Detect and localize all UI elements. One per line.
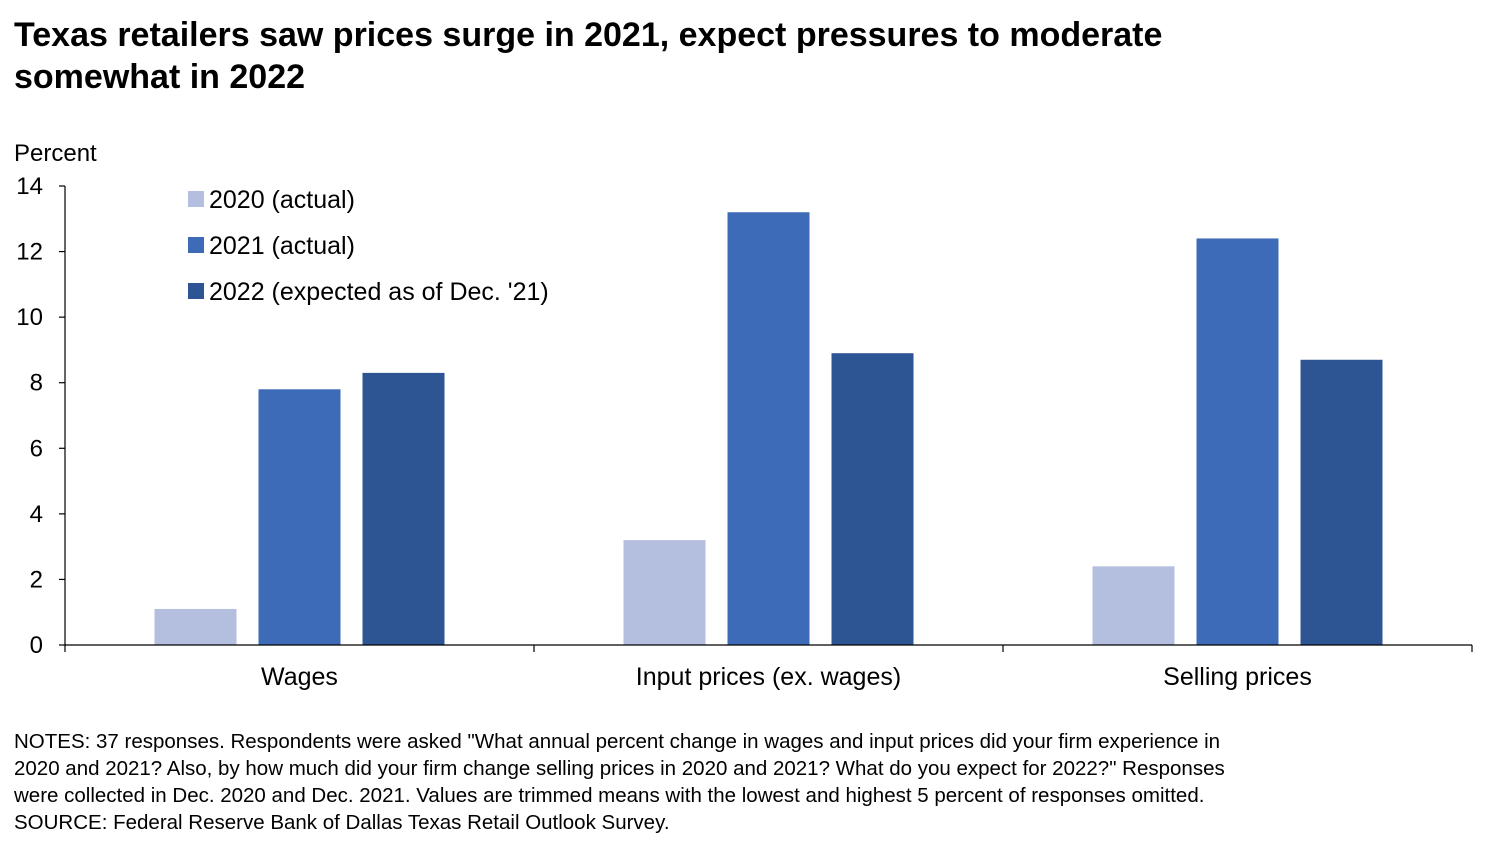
bar [727,212,810,645]
chart-title-line-1: Texas retailers saw prices surge in 2021… [14,16,1163,54]
bar [1300,359,1383,645]
legend-swatch [188,237,204,253]
x-category-label: Input prices (ex. wages) [636,663,901,691]
y-axis-label: Percent [14,140,97,167]
chart-title-line-2: somewhat in 2022 [14,58,306,96]
x-category-label: Selling prices [1163,663,1312,691]
notes-line-1: NOTES: 37 responses. Respondents were as… [14,730,1221,753]
notes-line-4: SOURCE: Federal Reserve Bank of Dallas T… [14,811,670,834]
x-axis: Wages Input prices (ex. wages) Selling pri… [64,644,1473,691]
bars [154,212,1383,645]
legend-label: 2020 (actual) [209,186,355,214]
bar [1092,566,1175,645]
y-tick-label: 6 [30,435,43,462]
y-tick-label: 14 [16,173,43,200]
notes-line-3: were collected in Dec. 2020 and Dec. 202… [14,784,1205,807]
legend-label: 2021 (actual) [209,232,355,260]
bar [831,353,914,645]
x-category-label: Wages [261,663,338,691]
y-axis: 0 2 4 6 8 10 12 14 [16,173,66,659]
notes-line-2: 2020 and 2021? Also, by how much did you… [14,757,1225,780]
bar [1196,238,1279,645]
legend-label: 2022 (expected as of Dec. '21) [209,278,549,306]
y-tick-label: 0 [30,632,43,659]
bar [623,540,706,645]
legend-swatch [188,191,204,207]
y-tick-label: 8 [30,370,43,397]
notes: NOTES: 37 responses. Respondents were as… [14,728,1480,836]
bar [258,389,341,645]
legend: 2020 (actual) 2021 (actual) 2022 (expected… [188,186,549,306]
bar [154,608,237,645]
y-tick-label: 2 [30,566,43,593]
y-tick-label: 12 [16,239,43,266]
y-tick-label: 10 [16,304,43,331]
y-tick-label: 4 [30,501,43,528]
bar [362,372,445,645]
legend-swatch [188,283,204,299]
chart-title: Texas retailers saw prices surge in 2021… [14,14,1474,98]
